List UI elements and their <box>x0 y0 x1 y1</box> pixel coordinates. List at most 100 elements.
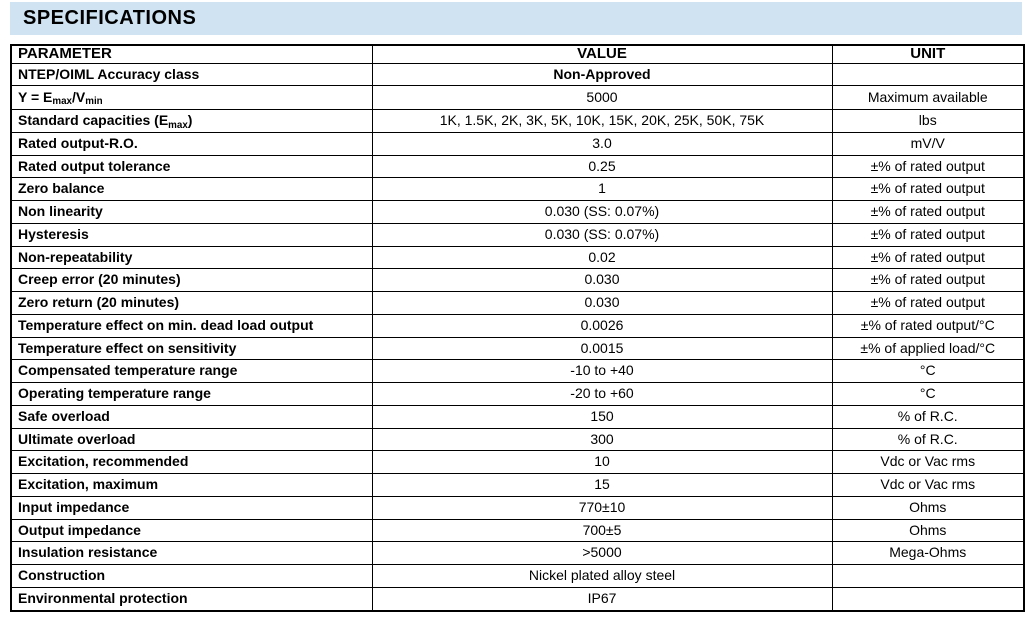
value-cell: 770±10 <box>371 495 833 520</box>
value-cell: -20 to +60 <box>371 382 833 406</box>
page-title: SPECIFICATIONS <box>23 7 197 29</box>
parameter-cell: Standard capacities (Emax) <box>10 108 373 133</box>
value-cell: 0.030 <box>371 291 833 315</box>
spec-table-body: NTEP/OIML Accuracy class Non-Approved Y = … <box>10 62 1025 612</box>
unit-cell: Ohms <box>831 518 1025 543</box>
parameter-cell: Hysteresis <box>10 222 373 247</box>
value-cell: 3.0 <box>371 131 833 156</box>
parameter-cell: Safe overload <box>10 404 373 429</box>
unit-cell: ±% of rated output <box>831 245 1025 270</box>
value-cell: Non-Approved <box>371 62 833 87</box>
column-header-unit: UNIT <box>831 44 1025 64</box>
unit-cell: °C <box>831 382 1025 406</box>
value-cell: 1K, 1.5K, 2K, 3K, 5K, 10K, 15K, 20K, 25K… <box>371 108 833 133</box>
value-cell: IP67 <box>371 586 833 612</box>
unit-cell: Maximum available <box>831 85 1025 110</box>
table-row: NTEP/OIML Accuracy class Non-Approved <box>10 62 1025 87</box>
value-cell: Nickel plated alloy steel <box>371 564 833 588</box>
table-row: Safe overload 150% of R.C. <box>10 404 1025 429</box>
parameter-cell: Temperature effect on sensitivity <box>10 336 373 361</box>
table-row: Temperature effect on min. dead load out… <box>10 313 1025 338</box>
table-row: Rated output-R.O. 3.0 mV/V <box>10 131 1025 156</box>
parameter-cell: Excitation, recommended <box>10 450 373 475</box>
unit-cell: Mega-Ohms <box>831 541 1025 566</box>
unit-cell: % of R.C. <box>831 427 1025 452</box>
table-row: Insulation resistance >5000 Mega-Ohms <box>10 541 1025 566</box>
parameter-cell: Zero balance <box>10 177 373 202</box>
table-row: Operating temperature range -20 to +60 °C <box>10 382 1025 406</box>
unit-cell: ±% of applied load/°C <box>831 336 1025 361</box>
parameter-cell: Output impedance <box>10 518 373 543</box>
unit-cell: ±% of rated output <box>831 268 1025 293</box>
value-cell: 0.02 <box>371 245 833 270</box>
parameter-cell: Compensated temperature range <box>10 359 373 384</box>
specifications-table: PARAMETER VALUE UNIT NTEP/OIML Accuracy … <box>10 44 1025 612</box>
value-cell: 15 <box>371 473 833 497</box>
parameter-cell: Temperature effect on min. dead load out… <box>10 313 373 338</box>
unit-cell: Vdc or Vac rms <box>831 473 1025 497</box>
table-row: Standard capacities (Emax) 1K, 1.5K, 2K, … <box>10 108 1025 133</box>
value-cell: 0.0015 <box>371 336 833 361</box>
value-cell: 1 <box>371 177 833 202</box>
unit-cell: Ohms <box>831 495 1025 520</box>
parameter-cell: Non-repeatability <box>10 245 373 270</box>
table-row: Zero return (20 minutes) 0.030 ±% of rated… <box>10 291 1025 315</box>
table-row: Ultimate overload 300% of R.C. <box>10 427 1025 452</box>
value-cell: 0.030 (SS: 0.07%) <box>371 200 833 224</box>
parameter-cell: Rated output tolerance <box>10 154 373 179</box>
unit-cell <box>831 586 1025 612</box>
unit-cell <box>831 62 1025 87</box>
table-row: Y = Emax/Vmin 5000 Maximum available <box>10 85 1025 110</box>
unit-cell: ±% of rated output <box>831 177 1025 202</box>
parameter-cell: Insulation resistance <box>10 541 373 566</box>
value-cell: >5000 <box>371 541 833 566</box>
table-header-row: PARAMETER VALUE UNIT <box>10 44 1025 64</box>
value-cell: 150 <box>371 404 833 429</box>
value-cell: -10 to +40 <box>371 359 833 384</box>
table-row: Compensated temperature range -10 to +40 °… <box>10 359 1025 384</box>
parameter-cell: Zero return (20 minutes) <box>10 291 373 315</box>
parameter-cell: Non linearity <box>10 200 373 224</box>
value-cell: 300 <box>371 427 833 452</box>
table-row: Hysteresis 0.030 (SS: 0.07%) ±% of rated o… <box>10 222 1025 247</box>
table-row: Output impedance 700±5 Ohms <box>10 518 1025 543</box>
parameter-cell: Input impedance <box>10 495 373 520</box>
value-cell: 0.030 <box>371 268 833 293</box>
unit-cell: °C <box>831 359 1025 384</box>
unit-cell: mV/V <box>831 131 1025 156</box>
parameter-cell: Ultimate overload <box>10 427 373 452</box>
value-cell: 10 <box>371 450 833 475</box>
table-row: Temperature effect on sensitivity 0.0015 ±… <box>10 336 1025 361</box>
table-row: Non linearity 0.030 (SS: 0.07%) ±% of rate… <box>10 200 1025 224</box>
parameter-cell: Operating temperature range <box>10 382 373 406</box>
unit-cell: ±% of rated output/°C <box>831 313 1025 338</box>
parameter-cell: Environmental protection <box>10 586 373 612</box>
table-row: Zero balance 1 ±% of rated output <box>10 177 1025 202</box>
table-row: Rated output tolerance 0.25 ±% of rated ou… <box>10 154 1025 179</box>
value-cell: 0.25 <box>371 154 833 179</box>
unit-cell: % of R.C. <box>831 404 1025 429</box>
table-row: Non-repeatability 0.02 ±% of rated output <box>10 245 1025 270</box>
value-cell: 0.030 (SS: 0.07%) <box>371 222 833 247</box>
value-cell: 5000 <box>371 85 833 110</box>
table-row: Excitation, maximum 15 Vdc or Vac rms <box>10 473 1025 497</box>
unit-cell <box>831 564 1025 588</box>
value-cell: 700±5 <box>371 518 833 543</box>
unit-cell: ±% of rated output <box>831 291 1025 315</box>
section-banner: SPECIFICATIONS <box>10 2 1022 35</box>
unit-cell: ±% of rated output <box>831 154 1025 179</box>
unit-cell: Vdc or Vac rms <box>831 450 1025 475</box>
unit-cell: ±% of rated output <box>831 200 1025 224</box>
table-row: Construction Nickel plated alloy steel <box>10 564 1025 588</box>
parameter-cell: Creep error (20 minutes) <box>10 268 373 293</box>
parameter-cell: Rated output-R.O. <box>10 131 373 156</box>
column-header-parameter: PARAMETER <box>10 44 373 64</box>
unit-cell: ±% of rated output <box>831 222 1025 247</box>
parameter-cell: Y = Emax/Vmin <box>10 85 373 110</box>
table-row: Environmental protection IP67 <box>10 586 1025 612</box>
table-row: Creep error (20 minutes) 0.030 ±% of rated… <box>10 268 1025 293</box>
parameter-cell: Excitation, maximum <box>10 473 373 497</box>
unit-cell: lbs <box>831 108 1025 133</box>
parameter-cell: NTEP/OIML Accuracy class <box>10 62 373 87</box>
